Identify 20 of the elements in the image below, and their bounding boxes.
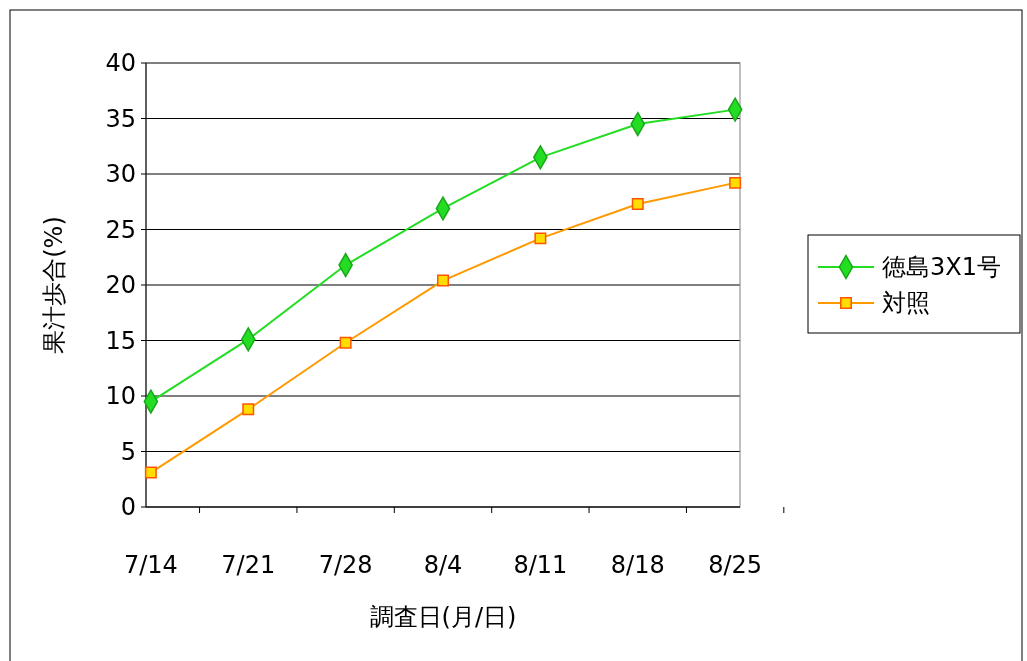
y-tick-label: 15 [105, 326, 136, 355]
x-tick-label: 7/14 [123, 551, 178, 579]
y-tick-label: 20 [105, 271, 136, 300]
y-tick-label: 10 [105, 382, 136, 411]
x-tick-label: 8/11 [513, 551, 568, 579]
legend-label: 対照 [882, 289, 930, 318]
x-tick-label: 8/25 [708, 551, 763, 579]
y-tick-label: 35 [105, 104, 136, 133]
x-tick-label: 8/18 [610, 551, 665, 579]
y-tick-label: 0 [120, 493, 136, 522]
legend-label: 徳島3X1号 [882, 253, 1001, 282]
y-tick-label: 40 [105, 49, 136, 78]
x-tick-label: 7/21 [221, 551, 276, 579]
x-axis-title: 調査日(月/日) [369, 603, 517, 631]
y-tick-label: 5 [120, 437, 136, 466]
y-tick-label: 30 [105, 160, 136, 189]
x-tick-label: 8/4 [423, 551, 463, 579]
y-tick-label: 25 [105, 215, 136, 244]
x-tick-label: 7/28 [318, 551, 373, 579]
y-axis-title: 果汁歩合(%) [40, 216, 68, 354]
